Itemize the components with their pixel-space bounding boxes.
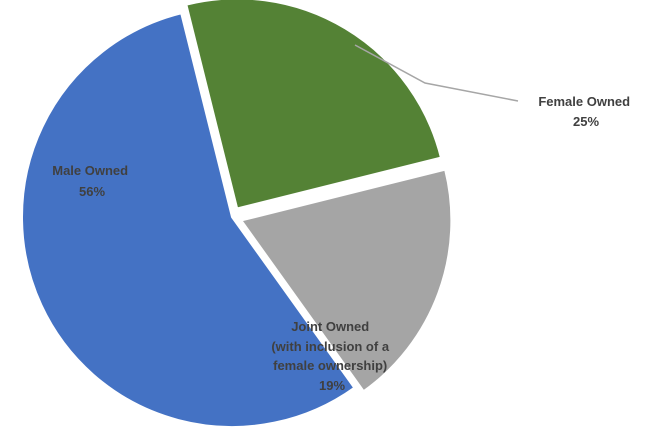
male-owned-value-label: 56% xyxy=(79,184,105,199)
female-owned-label: Female Owned 25% xyxy=(538,94,633,129)
male-owned-label: Male Owned 56% xyxy=(52,163,131,199)
slice-joint-owned xyxy=(239,168,453,393)
slice-female-owned xyxy=(185,0,443,210)
joint-owned-label: Joint Owned (with inclusion of a female … xyxy=(271,319,392,393)
female-owned-category-label: Female Owned xyxy=(538,94,630,109)
joint-owned-category-line-3: female ownership) xyxy=(273,358,387,373)
joint-owned-category-line-1: Joint Owned xyxy=(291,319,369,334)
slice-male-owned xyxy=(21,12,356,428)
female-owned-value-label: 25% xyxy=(573,114,599,129)
joint-owned-category-line-2: (with inclusion of a xyxy=(271,339,389,354)
male-owned-category-label: Male Owned xyxy=(52,163,128,178)
female-owned-leader-line xyxy=(354,44,519,102)
joint-owned-value-label: 19% xyxy=(319,378,345,393)
pie-slices xyxy=(21,0,453,428)
